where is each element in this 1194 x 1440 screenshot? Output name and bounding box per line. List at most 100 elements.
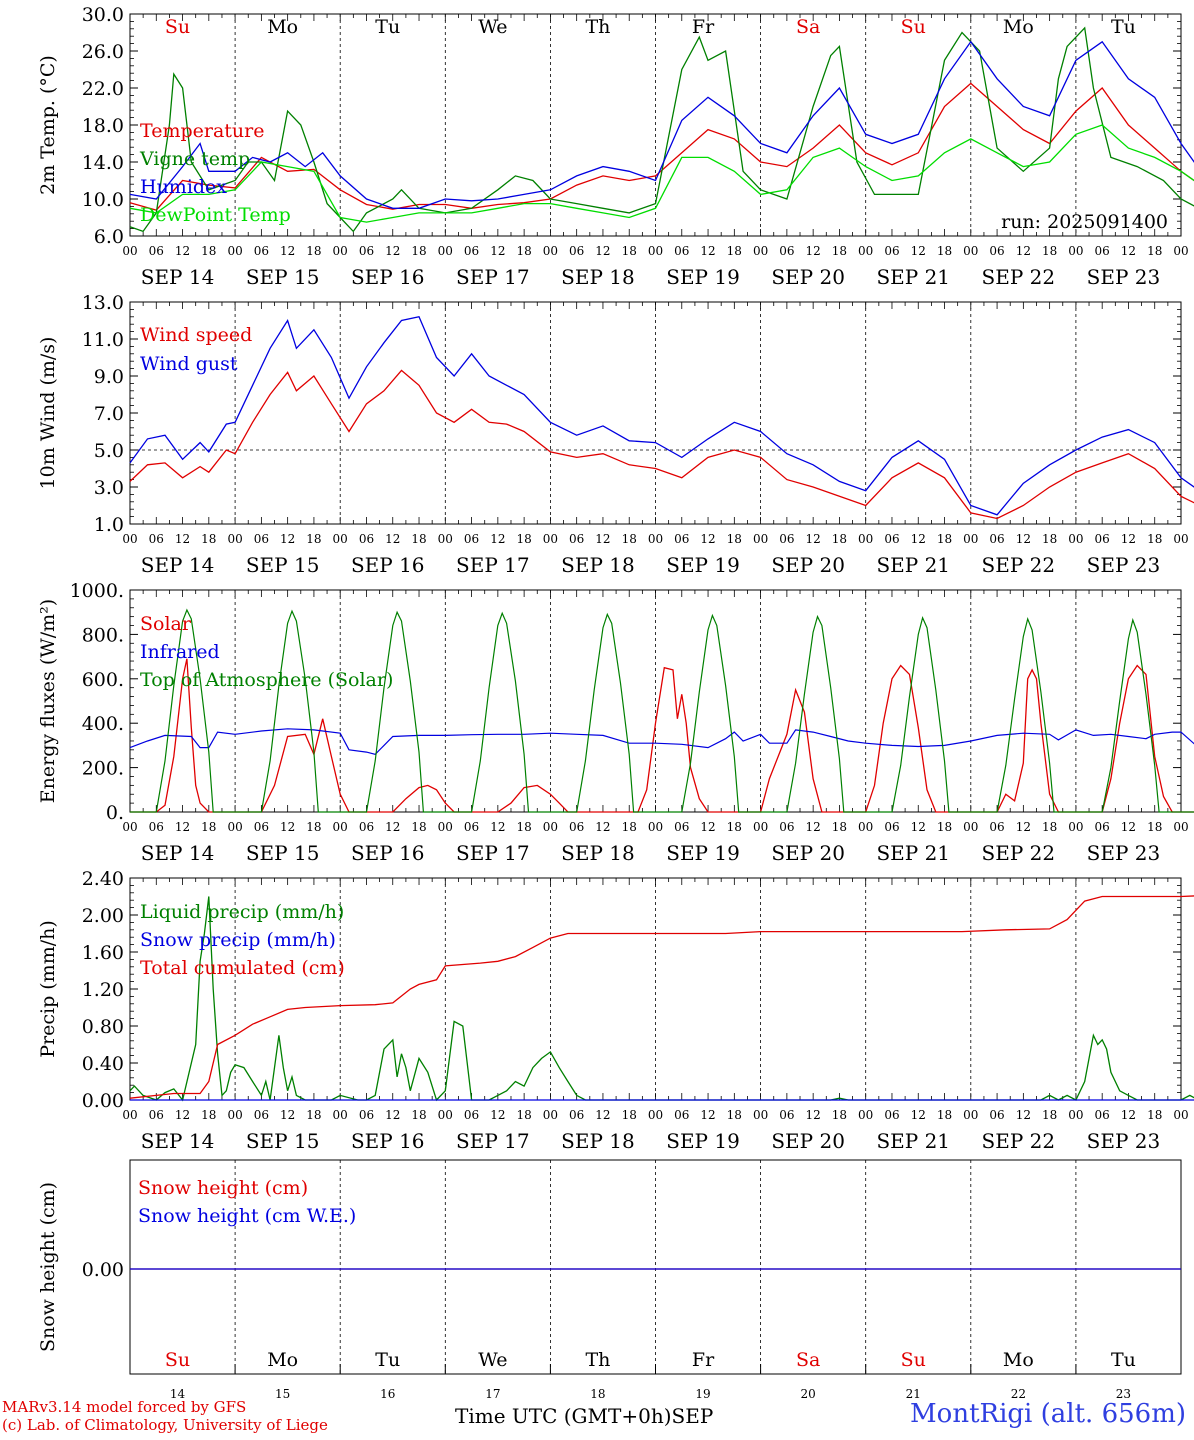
hour-tick-label: 06 [254,244,269,258]
series-line [129,728,1194,755]
date-label: SEP 18 [561,841,635,865]
legend-entry: Wind speed [140,324,252,346]
hour-tick-label: 18 [832,244,847,258]
weekday-label: Th [585,16,610,38]
y-axis-label: Precip (mm/h) [37,920,59,1058]
hour-tick-label: 18 [727,244,742,258]
hour-tick-label: 18 [622,532,637,546]
hour-tick-label: 12 [700,820,715,834]
hour-tick-label: 06 [359,1108,374,1122]
weekday-label: Fr [692,1349,715,1371]
date-label: SEP 21 [876,553,950,577]
y-tick-label: 13.0 [82,292,124,314]
run-label: run: 2025091400 [1001,211,1168,233]
hour-tick-label: 12 [490,1108,505,1122]
hour-tick-label: 00 [858,532,873,546]
hour-tick-label: 00 [963,820,978,834]
y-tick-label: 11.0 [82,329,124,351]
hour-tick-label: 00 [648,820,663,834]
y-tick-label: 7.0 [94,403,124,425]
y-tick-label: 26.0 [82,41,124,63]
date-label: SEP 17 [456,1129,530,1153]
hour-tick-label: 00 [543,820,558,834]
date-label: SEP 23 [1087,841,1161,865]
y-tick-label: 1000. [70,580,124,602]
series-line [129,124,1194,223]
hour-tick-label: 00 [963,532,978,546]
hour-tick-label: 06 [779,820,794,834]
date-label: SEP 14 [141,841,215,865]
hour-tick-label: 00 [1068,1108,1083,1122]
hour-tick-label: 12 [806,1108,821,1122]
hour-tick-label: 06 [989,244,1004,258]
hour-tick-label: 12 [280,820,295,834]
date-label: SEP 16 [351,553,425,577]
y-tick-label: 10.0 [82,189,124,211]
x-axis-title: Time UTC (GMT+0h) [455,1404,672,1428]
hour-tick-label: 18 [727,532,742,546]
series-line [129,82,1194,211]
hour-tick-label: 06 [359,244,374,258]
hour-tick-label: 12 [911,820,926,834]
series-line [129,26,1194,233]
hour-tick-label: 06 [149,820,164,834]
hour-tick-label: 12 [911,244,926,258]
y-tick-label: 3.0 [94,477,124,499]
hour-tick-label: 18 [1042,244,1057,258]
date-label: SEP 21 [876,1129,950,1153]
hour-tick-label: 00 [1068,244,1083,258]
hour-tick-label: 00 [648,244,663,258]
hour-tick-label: 00 [122,532,137,546]
weekday-label: Tu [1111,16,1136,38]
hour-tick-label: 18 [1147,244,1162,258]
hour-tick-label: 00 [753,244,768,258]
hour-tick-label: 00 [333,244,348,258]
legend-entry: Total cumulated (cm) [140,957,345,979]
date-label: SEP 18 [561,265,635,289]
series-line [129,316,1194,516]
hour-tick-label: 18 [201,532,216,546]
date-label: SEP 23 [1087,265,1161,289]
date-label: SEP 19 [666,265,740,289]
y-axis-label: 10m Wind (m/s) [37,337,59,490]
hour-tick-label: 06 [674,532,689,546]
hour-tick-label: 00 [648,1108,663,1122]
hour-tick-label: 00 [753,532,768,546]
y-tick-label: 6.0 [94,226,124,248]
date-label: SEP 14 [141,265,215,289]
weekday-label: Sa [796,1349,820,1371]
hour-tick-label: 18 [201,244,216,258]
hour-tick-label: 12 [1016,820,1031,834]
hour-tick-label: 12 [385,244,400,258]
date-label: SEP 22 [982,1129,1056,1153]
legend-entry: Liquid precip (mm/h) [140,901,344,923]
hour-tick-label: 00 [858,820,873,834]
hour-tick-label: 06 [989,532,1004,546]
hour-tick-label: 06 [359,532,374,546]
date-label: SEP 19 [666,553,740,577]
legend-entry: Top of Atmosphere (Solar) [140,669,393,691]
y-axis-label: 2m Temp. (°C) [37,55,59,195]
weekday-label: Tu [375,16,400,38]
hour-tick-label: 06 [569,820,584,834]
hour-tick-label: 18 [411,820,426,834]
y-tick-label: 2.40 [82,868,124,890]
hour-tick-label: 18 [411,532,426,546]
legend-entry: Solar [140,613,192,635]
hour-tick-label: 06 [779,244,794,258]
hour-tick-label: 00 [227,532,242,546]
hour-tick-label: 12 [280,532,295,546]
y-tick-label: 1.60 [82,942,124,964]
hour-tick-label: 18 [201,820,216,834]
hour-tick-label: 00 [227,244,242,258]
hour-tick-label: 06 [1095,820,1110,834]
legend-entry: Snow precip (mm/h) [140,929,336,951]
weekday-label: Mo [1003,16,1034,38]
hour-tick-label: 18 [1042,1108,1057,1122]
station-name: MontRigi (alt. 656m) [910,1399,1186,1429]
hour-tick-label: 12 [1121,244,1136,258]
hour-tick-label: 00 [1068,532,1083,546]
weekday-label: Th [585,1349,610,1371]
weekday-label: Sa [796,16,820,38]
hour-tick-label: 12 [175,244,190,258]
